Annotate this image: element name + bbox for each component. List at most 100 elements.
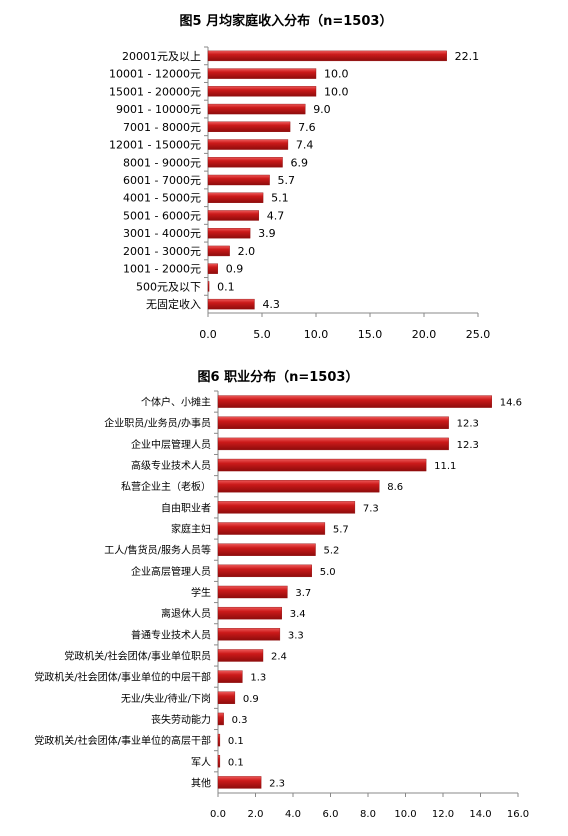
occupation-category-label: 党政机关/社会团体/事业单位的中层干部 — [34, 671, 211, 684]
occupation-bar — [217, 670, 243, 683]
income-value-label: 4.7 — [267, 209, 285, 222]
income-category-label: 2001 - 3000元 — [123, 245, 201, 258]
occupation-bar — [217, 522, 326, 535]
occupation-bar — [217, 585, 288, 599]
chart-title-occupation: 图6 职业分布（n=1503） — [198, 369, 359, 385]
income-bar — [207, 68, 317, 79]
income-category-label: 12001 - 15000元 — [109, 139, 201, 152]
occupation-value-label: 0.9 — [243, 694, 259, 705]
occupation-bar — [217, 458, 427, 472]
occupation-value-label: 2.3 — [269, 778, 285, 789]
income-bar — [207, 157, 283, 168]
income-bar — [207, 139, 289, 150]
occupation-x-tick-label: 2.0 — [248, 809, 264, 820]
occupation-bar — [217, 733, 221, 747]
occupation-value-label: 12.3 — [457, 419, 479, 430]
income-category-label: 6001 - 7000元 — [123, 174, 201, 187]
occupation-value-label: 3.4 — [290, 609, 306, 620]
income-value-label: 3.9 — [258, 227, 276, 240]
income-category-label: 5001 - 6000元 — [123, 209, 201, 222]
occupation-bar — [217, 480, 380, 493]
income-value-label: 6.9 — [291, 156, 309, 169]
income-value-label: 7.4 — [296, 139, 314, 152]
occupation-category-label: 离退休人员 — [161, 607, 211, 620]
occupation-category-label: 工人/售货员/服务人员等 — [104, 544, 211, 557]
income-bar — [207, 103, 306, 115]
occupation-value-label: 0.1 — [228, 757, 244, 768]
income-category-label: 无固定收入 — [146, 297, 201, 311]
income-x-tick-label: 25.0 — [466, 328, 491, 341]
income-x-tick-label: 20.0 — [412, 328, 437, 341]
occupation-x-tick-label: 0.0 — [210, 809, 226, 820]
occupation-category-label: 丧失劳动能力 — [151, 713, 211, 726]
income-bar — [207, 227, 251, 239]
occupation-x-tick-label: 10.0 — [394, 809, 416, 820]
income-x-tick-label: 0.0 — [199, 328, 217, 341]
occupation-value-label: 1.3 — [250, 673, 266, 684]
occupation-category-label: 私营企业主（老板） — [121, 480, 211, 493]
income-bar — [207, 298, 255, 310]
occupation-value-label: 5.0 — [320, 567, 336, 578]
occupation-category-label: 其他 — [191, 776, 211, 789]
income-category-label: 15001 - 20000元 — [109, 85, 201, 98]
occupation-value-label: 0.1 — [228, 736, 244, 747]
occupation-category-label: 企业高层管理人员 — [131, 565, 211, 578]
occupation-category-label: 无业/失业/待业/下岗 — [121, 692, 211, 705]
occupation-x-tick-label: 8.0 — [360, 809, 376, 820]
income-category-label: 9001 - 10000元 — [116, 103, 201, 116]
income-bar — [207, 192, 264, 203]
chart-title-income: 图5 月均家庭收入分布（n=1503） — [180, 13, 393, 29]
occupation-value-label: 5.7 — [333, 525, 349, 536]
occupation-bar — [217, 395, 492, 408]
occupation-x-tick-label: 6.0 — [323, 809, 339, 820]
occupation-bar — [217, 437, 449, 451]
occupation-value-label: 11.1 — [434, 461, 456, 472]
income-value-label: 0.9 — [226, 263, 244, 276]
occupation-value-label: 2.4 — [271, 651, 287, 662]
occupation-bar — [217, 649, 264, 662]
occupation-value-label: 0.3 — [232, 715, 248, 726]
occupation-category-label: 高级专业技术人员 — [131, 459, 211, 472]
occupation-category-label: 企业职员/业务员/办事员 — [104, 417, 211, 430]
income-category-label: 10001 - 12000元 — [109, 68, 201, 81]
occupation-value-label: 8.6 — [387, 482, 403, 493]
income-value-label: 4.3 — [262, 298, 280, 311]
occupation-category-label: 军人 — [191, 756, 211, 768]
occupation-value-label: 5.2 — [324, 546, 340, 557]
occupation-category-label: 党政机关/社会团体/事业单位的高层干部 — [34, 734, 211, 747]
income-value-label: 5.1 — [271, 192, 289, 205]
income-value-label: 2.0 — [238, 245, 256, 258]
occupation-category-label: 党政机关/社会团体/事业单位职员 — [64, 649, 211, 662]
income-x-tick-label: 15.0 — [358, 328, 383, 341]
income-bar — [207, 50, 447, 62]
income-category-label: 8001 - 9000元 — [123, 156, 201, 169]
income-bar — [207, 174, 270, 186]
income-category-label: 4001 - 5000元 — [123, 192, 201, 205]
occupation-x-tick-label: 14.0 — [469, 809, 491, 820]
occupation-x-tick-label: 4.0 — [285, 809, 301, 820]
income-category-label: 3001 - 4000元 — [123, 227, 201, 240]
occupation-bar — [217, 755, 221, 768]
occupation-category-label: 个体户、小摊主 — [141, 396, 211, 409]
income-x-tick-label: 5.0 — [253, 328, 271, 341]
income-category-label: 7001 - 8000元 — [123, 121, 201, 134]
income-bar — [207, 210, 259, 221]
income-bar — [207, 281, 210, 292]
occupation-category-label: 家庭主妇 — [171, 523, 211, 536]
income-distribution-chart: 0.0 5.0 10.0 15.0 20.0 25.0 20001元及以上 22.1 10001… — [109, 46, 491, 341]
income-value-label: 9.0 — [313, 103, 331, 116]
occupation-x-tick-label: 12.0 — [432, 809, 454, 820]
occupation-value-label: 3.3 — [288, 630, 304, 641]
income-bar — [207, 263, 218, 274]
occupation-category-label: 学生 — [191, 586, 211, 599]
income-bar — [207, 86, 317, 97]
income-value-label: 10.0 — [324, 85, 349, 98]
occupation-category-label: 普通专业技术人员 — [131, 628, 211, 641]
income-value-label: 10.0 — [324, 68, 349, 81]
occupation-bar — [217, 416, 449, 429]
occupation-value-label: 7.3 — [363, 503, 379, 514]
occupation-bar — [217, 712, 224, 726]
occupation-bar — [217, 564, 312, 578]
occupation-bar — [217, 776, 262, 789]
